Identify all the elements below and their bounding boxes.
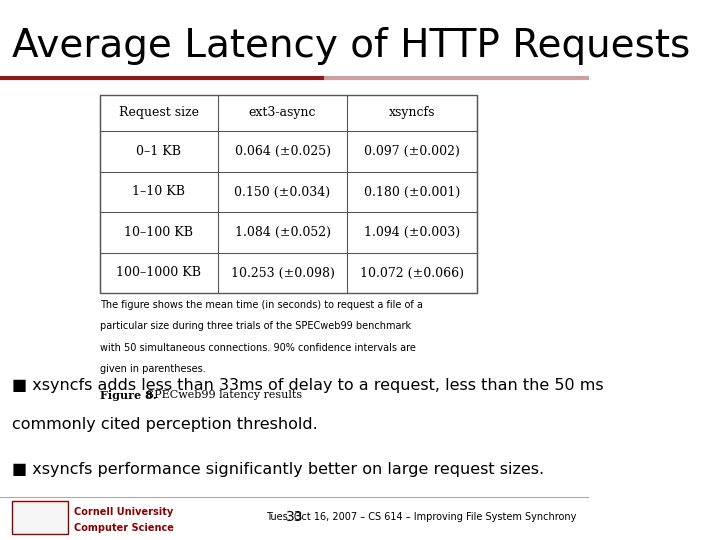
Text: ■ xsyncfs performance significantly better on large request sizes.: ■ xsyncfs performance significantly bett… [12,462,544,477]
Text: 0.180 (±0.001): 0.180 (±0.001) [364,185,460,199]
Text: ext3-async: ext3-async [249,106,316,119]
Text: with 50 simultaneous connections. 90% confidence intervals are: with 50 simultaneous connections. 90% co… [100,343,416,353]
Text: The figure shows the mean time (in seconds) to request a file of a: The figure shows the mean time (in secon… [100,300,423,310]
Text: xsyncfs: xsyncfs [389,106,436,119]
Text: 33: 33 [286,510,303,524]
Text: 10–100 KB: 10–100 KB [125,226,194,239]
Text: 1.094 (±0.003): 1.094 (±0.003) [364,226,460,239]
Text: commonly cited perception threshold.: commonly cited perception threshold. [12,417,318,432]
Text: 1.084 (±0.052): 1.084 (±0.052) [235,226,330,239]
FancyBboxPatch shape [12,501,68,534]
Text: Request size: Request size [119,106,199,119]
FancyBboxPatch shape [100,94,477,293]
Text: 10.072 (±0.066): 10.072 (±0.066) [360,266,464,280]
Text: 0.150 (±0.034): 0.150 (±0.034) [235,185,330,199]
Text: 1–10 KB: 1–10 KB [132,185,186,199]
Text: Computer Science: Computer Science [73,523,174,533]
Text: Average Latency of HTTP Requests: Average Latency of HTTP Requests [12,27,690,65]
Text: Figure 8.: Figure 8. [100,390,157,401]
Text: ■ xsyncfs adds less than 33ms of delay to a request, less than the 50 ms: ■ xsyncfs adds less than 33ms of delay t… [12,378,603,393]
Text: Tues. Oct 16, 2007 – CS 614 – Improving File System Synchrony: Tues. Oct 16, 2007 – CS 614 – Improving … [266,512,577,522]
Text: SPECweb99 latency results: SPECweb99 latency results [143,390,302,401]
Text: particular size during three trials of the SPECweb99 benchmark: particular size during three trials of t… [100,321,411,332]
Text: Cornell University: Cornell University [73,507,173,517]
Text: 0–1 KB: 0–1 KB [136,145,181,158]
Text: 100–1000 KB: 100–1000 KB [117,266,202,280]
Text: given in parentheses.: given in parentheses. [100,364,206,375]
Text: 0.064 (±0.025): 0.064 (±0.025) [235,145,330,158]
Text: 0.097 (±0.002): 0.097 (±0.002) [364,145,460,158]
Text: 10.253 (±0.098): 10.253 (±0.098) [230,266,335,280]
